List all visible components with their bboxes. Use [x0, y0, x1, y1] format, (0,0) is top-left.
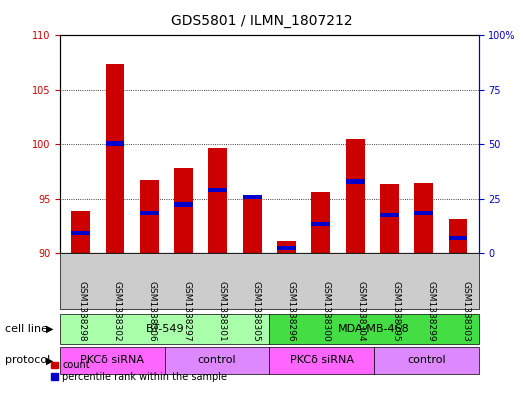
Bar: [243, 195, 262, 199]
Bar: [380, 184, 399, 253]
Text: GSM1338296: GSM1338296: [287, 281, 296, 342]
Bar: [71, 231, 90, 235]
Text: GSM1338302: GSM1338302: [112, 281, 121, 342]
Legend: count, percentile rank within the sample: count, percentile rank within the sample: [47, 356, 231, 386]
Bar: [346, 179, 365, 184]
Text: GSM1338295: GSM1338295: [391, 281, 401, 342]
Text: GSM1338300: GSM1338300: [322, 281, 331, 342]
Bar: [106, 64, 124, 253]
Bar: [174, 169, 193, 253]
Text: cell line: cell line: [5, 324, 48, 334]
Text: control: control: [407, 355, 446, 365]
Bar: [414, 183, 433, 253]
Bar: [311, 222, 330, 226]
Text: control: control: [198, 355, 236, 365]
Text: MDA-MB-468: MDA-MB-468: [338, 324, 410, 334]
Bar: [140, 180, 159, 253]
Bar: [346, 139, 365, 253]
Bar: [140, 211, 159, 215]
Bar: [209, 188, 228, 193]
Text: ▶: ▶: [46, 355, 53, 365]
Text: GSM1338301: GSM1338301: [217, 281, 226, 342]
Text: BT-549: BT-549: [145, 324, 184, 334]
Text: GSM1338297: GSM1338297: [182, 281, 191, 342]
Bar: [209, 148, 228, 253]
Text: GSM1338299: GSM1338299: [426, 281, 435, 342]
Bar: [243, 199, 262, 253]
Text: GSM1338306: GSM1338306: [147, 281, 156, 342]
Bar: [174, 202, 193, 207]
Text: GSM1338304: GSM1338304: [357, 281, 366, 342]
Bar: [71, 211, 90, 253]
Text: PKCδ siRNA: PKCδ siRNA: [290, 355, 354, 365]
Bar: [380, 213, 399, 217]
Text: GSM1338305: GSM1338305: [252, 281, 261, 342]
Text: ▶: ▶: [46, 324, 53, 334]
Bar: [449, 236, 468, 241]
Text: GDS5801 / ILMN_1807212: GDS5801 / ILMN_1807212: [170, 14, 353, 28]
Bar: [414, 211, 433, 215]
Text: GSM1338303: GSM1338303: [461, 281, 470, 342]
Text: GSM1338298: GSM1338298: [77, 281, 87, 342]
Bar: [277, 241, 296, 253]
Bar: [106, 141, 124, 145]
Text: PKCδ siRNA: PKCδ siRNA: [81, 355, 144, 365]
Text: protocol: protocol: [5, 355, 51, 365]
Bar: [449, 219, 468, 253]
Bar: [277, 246, 296, 250]
Bar: [311, 193, 330, 253]
